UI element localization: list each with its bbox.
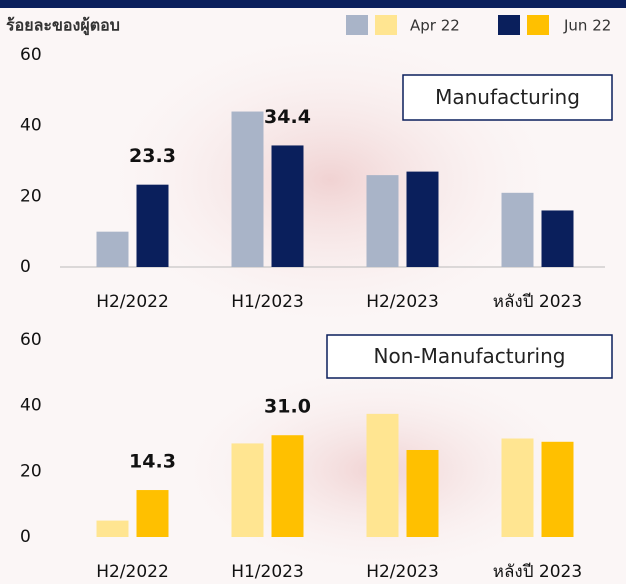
bar [541,210,574,267]
bar [541,441,574,537]
legend-swatch [375,15,397,35]
bar [231,443,264,537]
y-tick-label: 40 [20,116,42,136]
bar [501,192,534,267]
data-label: 31.0 [264,396,311,418]
bar [136,184,169,267]
legend-swatch [498,15,520,35]
y-tick-label: 20 [20,461,42,481]
y-tick-label: 20 [20,186,42,206]
x-tick-label: หลังปี 2023 [493,562,582,582]
chart-title: Non-Manufacturing [374,344,566,368]
x-tick-label: H1/2023 [231,292,304,312]
title-box [402,74,613,121]
legend-swatch [527,15,549,35]
y-axis-label: ร้อยละของผู้ตอบ [6,16,120,37]
legend-swatch [346,15,368,35]
bar [406,449,439,537]
y-tick-label: 60 [20,330,42,350]
bar [406,171,439,267]
bar [96,231,129,267]
x-tick-label: หลังปี 2023 [493,292,582,312]
bar [366,413,399,537]
bar [366,175,399,267]
y-tick-label: 0 [20,257,31,277]
bar [136,490,169,537]
x-tick-label: H2/2022 [96,292,169,312]
top-band [0,0,626,8]
data-label: 23.3 [129,145,176,167]
legend-label: Jun 22 [563,17,611,35]
y-tick-label: 60 [20,45,42,65]
bar [501,438,534,537]
bar [271,145,304,267]
bar [96,520,129,537]
legend-label: Apr 22 [410,17,460,35]
x-tick-label: H2/2023 [366,562,439,582]
x-tick-label: H2/2022 [96,562,169,582]
bar [271,435,304,537]
x-tick-label: H2/2023 [366,292,439,312]
title-box [326,334,613,379]
chart-title: Manufacturing [435,85,580,109]
data-label: 34.4 [264,106,311,128]
bar [231,111,264,268]
x-tick-label: H1/2023 [231,562,304,582]
y-tick-label: 0 [20,527,31,547]
y-tick-label: 40 [20,396,42,416]
data-label: 14.3 [129,451,176,473]
